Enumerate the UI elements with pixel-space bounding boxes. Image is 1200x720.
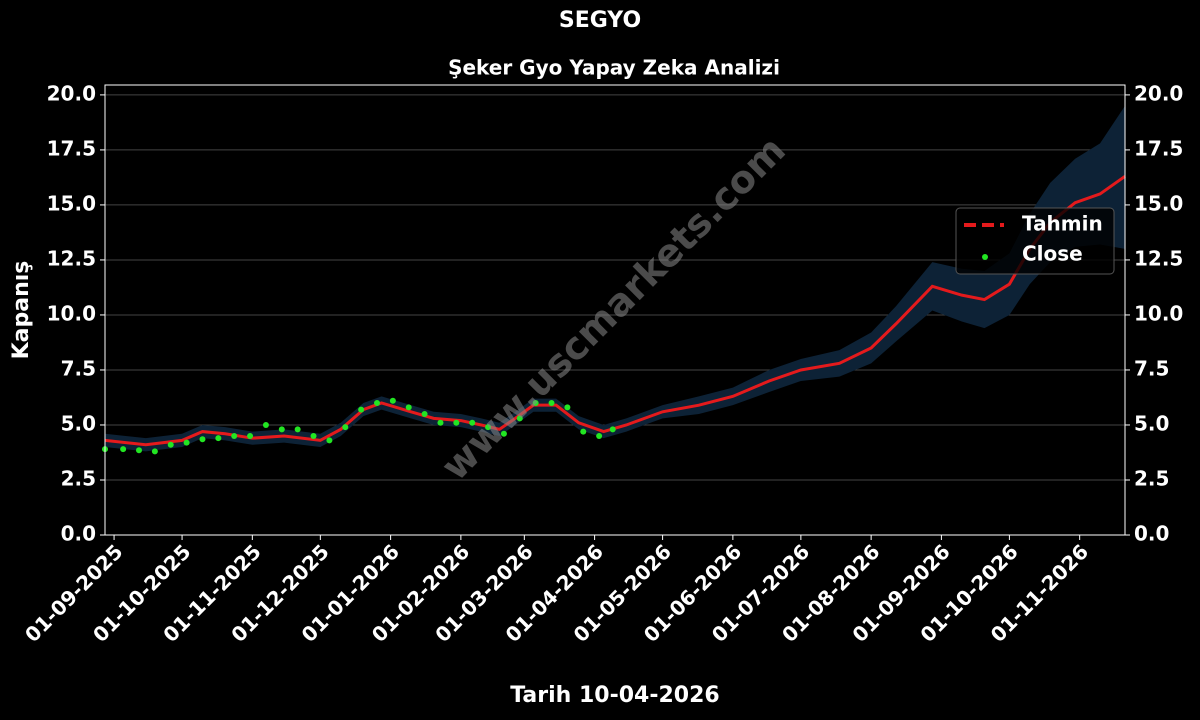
- close-point: [231, 432, 238, 439]
- close-point: [151, 448, 158, 455]
- close-point: [199, 436, 206, 443]
- y2-tick-label: 20.0: [1134, 81, 1183, 105]
- close-point: [564, 404, 571, 411]
- y2-tick-label: 5.0: [1134, 411, 1169, 435]
- y-tick-label: 2.5: [61, 466, 96, 490]
- x-axis-label: Tarih 10-04-2026: [510, 683, 719, 708]
- close-point: [278, 426, 285, 433]
- close-point: [310, 432, 317, 439]
- forecast-line: [104, 175, 1126, 447]
- close-point: [421, 410, 428, 417]
- y2-tick-label: 7.5: [1134, 356, 1169, 380]
- legend-label: Tahmin: [1022, 212, 1103, 236]
- chart-title: SEGYO: [559, 8, 641, 33]
- close-point: [167, 441, 174, 448]
- close-point: [294, 426, 301, 433]
- y2-tick-label: 10.0: [1134, 301, 1183, 325]
- close-point: [183, 439, 190, 446]
- close-point: [580, 428, 587, 435]
- y2-tick-label: 2.5: [1134, 466, 1169, 490]
- y-tick-label: 15.0: [47, 191, 96, 215]
- close-point: [247, 432, 254, 439]
- close-point: [374, 399, 380, 406]
- close-point: [500, 430, 507, 437]
- close-point: [389, 397, 396, 404]
- y-tick-label: 20.0: [47, 81, 96, 105]
- close-point: [326, 437, 333, 444]
- confidence-band: [105, 105, 1125, 452]
- legend-label: Close: [1022, 242, 1083, 266]
- close-point: [136, 447, 142, 454]
- y-tick-label: 12.5: [47, 246, 96, 270]
- y2-tick-label: 15.0: [1134, 191, 1183, 215]
- close-point: [532, 399, 539, 406]
- y-tick-label: 17.5: [47, 136, 96, 160]
- close-point: [453, 419, 460, 426]
- close-point: [469, 419, 476, 426]
- y-tick-label: 10.0: [47, 301, 96, 325]
- close-point: [485, 424, 492, 431]
- y2-tick-label: 0.0: [1134, 522, 1169, 546]
- plot-frame: [104, 84, 1126, 536]
- y2-tick-label: 12.5: [1134, 246, 1183, 270]
- close-point: [120, 446, 127, 453]
- close-point: [215, 435, 222, 442]
- close-point: [548, 399, 555, 406]
- close-point: [437, 419, 444, 426]
- close-point: [516, 415, 523, 422]
- close-point: [609, 426, 616, 433]
- close-point: [262, 421, 269, 428]
- close-point: [596, 432, 603, 439]
- legend-box: [955, 207, 1115, 275]
- chart-subtitle: Şeker Gyo Yapay Zeka Analizi: [448, 56, 780, 80]
- close-point: [342, 424, 349, 431]
- close-point: [405, 404, 412, 411]
- legend-swatch: [982, 254, 988, 260]
- close-point: [358, 406, 365, 413]
- y-tick-label: 7.5: [61, 356, 96, 380]
- y-axis-label: Kapanış: [9, 261, 34, 360]
- y-tick-label: 0.0: [61, 522, 96, 546]
- y2-tick-label: 17.5: [1134, 136, 1183, 160]
- y-tick-label: 5.0: [61, 411, 96, 435]
